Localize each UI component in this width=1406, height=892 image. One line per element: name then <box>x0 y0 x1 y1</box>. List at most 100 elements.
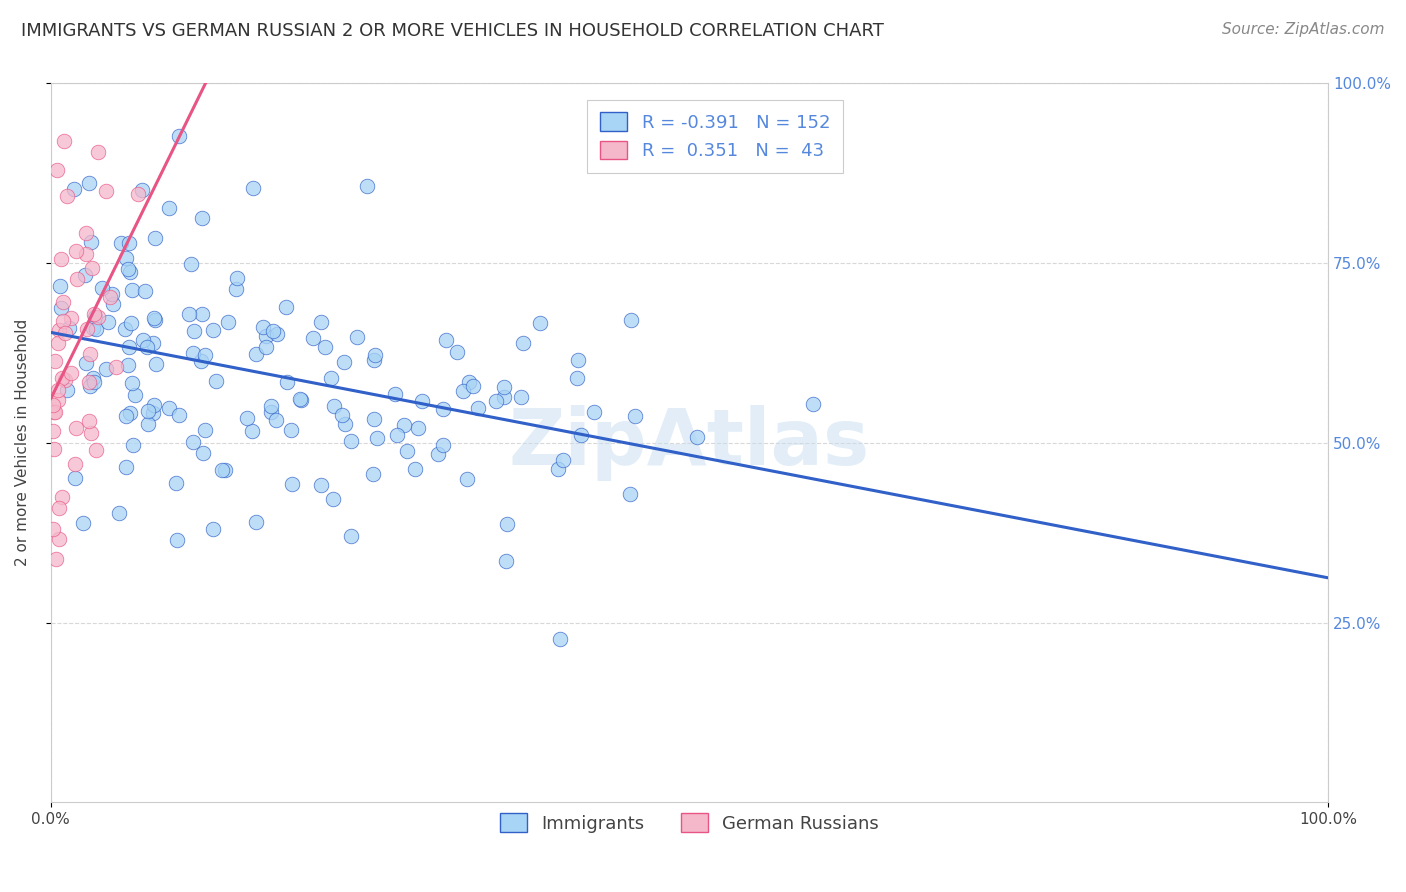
Point <box>117 358 139 372</box>
Point <box>94 361 117 376</box>
Point <box>77 376 100 390</box>
Point <box>46 162 69 177</box>
Point <box>264 413 287 427</box>
Point <box>547 462 569 476</box>
Point <box>262 324 284 338</box>
Point <box>319 371 342 385</box>
Point <box>142 311 165 326</box>
Point <box>333 417 356 431</box>
Point <box>73 268 96 282</box>
Point <box>392 418 415 433</box>
Point <box>46 383 69 397</box>
Point <box>97 315 120 329</box>
Legend: Immigrants, German Russians: Immigrants, German Russians <box>489 803 890 844</box>
Point <box>135 340 157 354</box>
Point <box>330 408 353 422</box>
Point <box>44 405 66 419</box>
Point <box>42 424 65 438</box>
Point <box>72 516 94 530</box>
Point <box>49 252 72 266</box>
Point <box>101 297 124 311</box>
Point <box>245 347 267 361</box>
Point <box>311 315 333 329</box>
Point <box>494 390 516 404</box>
Point <box>384 386 406 401</box>
Point <box>49 278 72 293</box>
Text: IMMIGRANTS VS GERMAN RUSSIAN 2 OR MORE VEHICLES IN HOUSEHOLD CORRELATION CHART: IMMIGRANTS VS GERMAN RUSSIAN 2 OR MORE V… <box>21 22 884 40</box>
Point <box>55 373 77 387</box>
Point <box>190 211 212 225</box>
Point <box>254 340 277 354</box>
Point <box>512 335 534 350</box>
Point <box>82 260 104 275</box>
Point <box>115 459 138 474</box>
Point <box>136 404 159 418</box>
Point <box>436 333 458 347</box>
Point <box>194 423 217 437</box>
Point <box>205 374 228 388</box>
Point <box>446 345 468 359</box>
Point <box>101 287 124 301</box>
Point <box>42 522 65 536</box>
Point <box>82 371 104 385</box>
Point <box>567 353 589 368</box>
Point <box>131 182 153 196</box>
Point <box>53 326 76 340</box>
Point <box>333 354 356 368</box>
Point <box>110 235 132 250</box>
Point <box>48 500 70 515</box>
Point <box>127 186 149 201</box>
Point <box>134 285 156 299</box>
Y-axis label: 2 or more Vehicles in Household: 2 or more Vehicles in Household <box>15 319 30 566</box>
Point <box>44 442 66 457</box>
Point <box>240 424 263 438</box>
Point <box>548 632 571 647</box>
Point <box>118 265 141 279</box>
Point <box>551 453 574 467</box>
Point <box>432 402 454 417</box>
Point <box>226 270 249 285</box>
Point <box>51 301 73 315</box>
Point <box>191 307 214 321</box>
Point <box>45 551 67 566</box>
Point <box>87 310 110 324</box>
Point <box>77 176 100 190</box>
Point <box>83 307 105 321</box>
Point <box>565 371 588 385</box>
Point <box>496 516 519 531</box>
Point <box>274 300 297 314</box>
Point <box>120 316 142 330</box>
Point <box>686 430 709 444</box>
Point <box>121 283 143 297</box>
Point <box>214 463 236 477</box>
Point <box>301 331 323 345</box>
Point <box>51 491 73 505</box>
Point <box>180 257 202 271</box>
Point <box>107 506 129 520</box>
Text: ZipAtlas: ZipAtlas <box>509 405 870 481</box>
Point <box>167 128 190 143</box>
Point <box>83 375 105 389</box>
Point <box>191 445 214 459</box>
Point <box>314 340 336 354</box>
Point <box>290 392 312 406</box>
Point <box>118 340 141 354</box>
Point <box>79 379 101 393</box>
Point <box>65 244 87 259</box>
Point <box>242 181 264 195</box>
Point <box>340 529 363 543</box>
Point <box>364 348 387 362</box>
Point <box>167 409 190 423</box>
Point <box>117 262 139 277</box>
Point <box>245 515 267 529</box>
Point <box>361 467 384 481</box>
Point <box>79 425 101 440</box>
Point <box>453 384 475 398</box>
Point <box>183 324 205 338</box>
Point <box>56 384 79 398</box>
Point <box>87 145 110 160</box>
Point <box>385 428 408 442</box>
Point <box>48 533 70 547</box>
Point <box>124 388 146 402</box>
Point <box>84 310 107 325</box>
